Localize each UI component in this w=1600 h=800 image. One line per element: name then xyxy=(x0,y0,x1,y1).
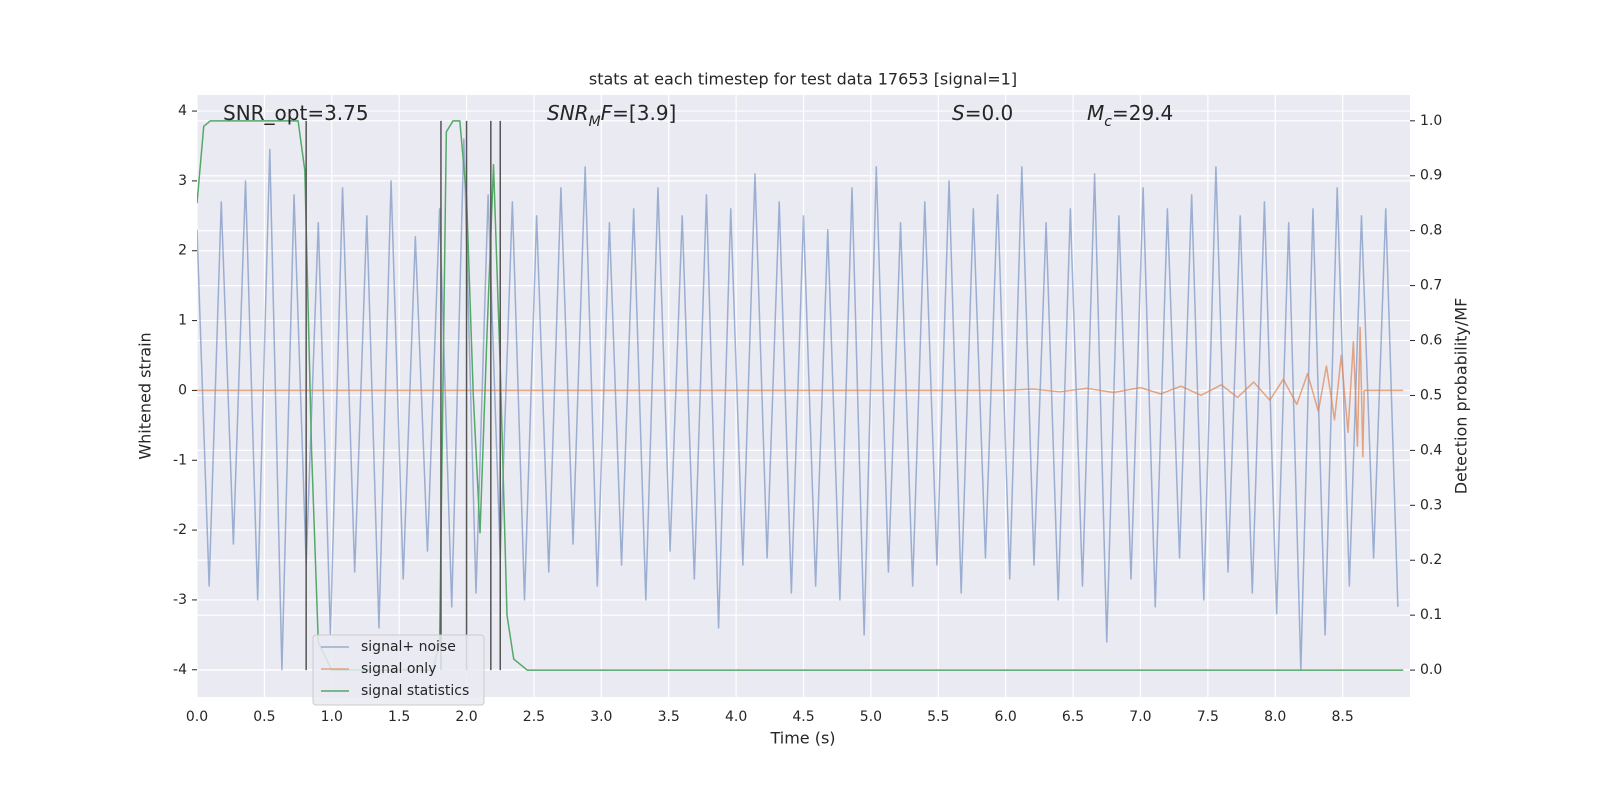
legend-box xyxy=(312,634,485,706)
x-tick-label: 5.0 xyxy=(860,709,882,725)
y-tick-label: -1 xyxy=(173,452,187,468)
x-tick-label: 0.5 xyxy=(253,709,275,725)
y-tick-label: 1 xyxy=(178,313,187,329)
legend-label: signal only xyxy=(361,661,436,677)
y2-tick-label: 1.0 xyxy=(1420,113,1442,129)
annotation-part: c xyxy=(1104,114,1112,130)
x-tick-label: 5.5 xyxy=(927,709,949,725)
x-tick-label: 6.5 xyxy=(1062,709,1084,725)
y-tick-label: 3 xyxy=(178,173,187,189)
x-tick-label: 0.0 xyxy=(186,709,208,725)
y2-tick-label: 0.5 xyxy=(1420,387,1442,403)
y-tick-label: -4 xyxy=(173,662,187,678)
x-tick-label: 4.5 xyxy=(792,709,814,725)
x-tick-label: 1.0 xyxy=(321,709,343,725)
y2-tick-label: 0.0 xyxy=(1420,662,1442,678)
y2-tick-label: 0.8 xyxy=(1420,223,1442,239)
annotation: Mc=29.4 xyxy=(1087,101,1173,131)
y-tick-label: -3 xyxy=(173,592,187,608)
x-tick-label: 1.5 xyxy=(388,709,410,725)
y2-tick-label: 0.2 xyxy=(1420,552,1442,568)
annotation-part: =0.0 xyxy=(965,101,1014,125)
annotation-part: M xyxy=(589,114,601,130)
y2-tick-label: 0.9 xyxy=(1420,168,1442,184)
y2-tick-label: 0.4 xyxy=(1420,442,1442,458)
annotation: S=0.0 xyxy=(952,101,1013,125)
y2-tick-label: 0.1 xyxy=(1420,607,1442,623)
y2-tick-label: 0.7 xyxy=(1420,278,1442,294)
x-tick-label: 7.0 xyxy=(1129,709,1151,725)
chart-title: stats at each timestep for test data 176… xyxy=(589,70,1017,89)
annotation-part: M xyxy=(1087,101,1104,125)
x-tick-label: 3.5 xyxy=(658,709,680,725)
y-axis-label: Whitened strain xyxy=(136,332,155,459)
legend-label: signal statistics xyxy=(361,683,469,699)
x-tick-label: 2.5 xyxy=(523,709,545,725)
y-tick-label: 2 xyxy=(178,243,187,259)
legend-label: signal+ noise xyxy=(361,639,456,655)
y2-axis-label: Detection probability/MF xyxy=(1452,298,1471,495)
y2-tick-label: 0.3 xyxy=(1420,497,1442,513)
y-tick-label: -2 xyxy=(173,522,187,538)
x-tick-label: 7.5 xyxy=(1197,709,1219,725)
annotation-part: =[3.9] xyxy=(612,101,676,125)
x-tick-label: 2.0 xyxy=(455,709,477,725)
y-tick-label: 4 xyxy=(178,103,187,119)
x-tick-label: 8.0 xyxy=(1264,709,1286,725)
y-tick-label: 0 xyxy=(178,382,187,398)
annotation: SNRMF=[3.9] xyxy=(547,101,676,131)
annotation-part: SNR_opt=3.75 xyxy=(223,101,369,125)
annotation-part: S xyxy=(952,101,965,125)
x-tick-label: 8.5 xyxy=(1331,709,1353,725)
x-tick-label: 4.0 xyxy=(725,709,747,725)
x-tick-label: 6.0 xyxy=(995,709,1017,725)
annotation-part: F xyxy=(601,101,613,125)
annotation-part: =29.4 xyxy=(1112,101,1173,125)
series-line xyxy=(197,120,1404,671)
annotation: SNR_opt=3.75 xyxy=(223,101,369,125)
annotation-part: SNR xyxy=(547,101,589,125)
series-line xyxy=(197,138,1399,671)
y2-tick-label: 0.6 xyxy=(1420,333,1442,349)
x-tick-label: 3.0 xyxy=(590,709,612,725)
series-line xyxy=(197,326,1404,458)
x-axis-label: Time (s) xyxy=(769,729,835,748)
